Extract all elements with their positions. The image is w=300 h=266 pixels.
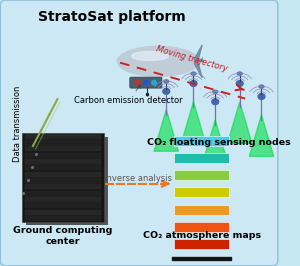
- FancyBboxPatch shape: [174, 170, 229, 180]
- Ellipse shape: [117, 46, 199, 76]
- FancyBboxPatch shape: [0, 0, 278, 266]
- Ellipse shape: [191, 72, 196, 75]
- FancyBboxPatch shape: [174, 205, 229, 215]
- FancyBboxPatch shape: [25, 210, 101, 215]
- FancyBboxPatch shape: [25, 184, 101, 189]
- Polygon shape: [227, 102, 252, 143]
- Polygon shape: [181, 102, 206, 143]
- Polygon shape: [194, 63, 202, 78]
- Ellipse shape: [152, 80, 156, 85]
- Text: Moving trajectory: Moving trajectory: [155, 44, 229, 73]
- FancyBboxPatch shape: [172, 257, 232, 261]
- FancyBboxPatch shape: [25, 134, 101, 139]
- Ellipse shape: [190, 81, 197, 86]
- FancyBboxPatch shape: [174, 136, 229, 146]
- Text: Data transmission: Data transmission: [14, 86, 22, 162]
- Polygon shape: [194, 59, 204, 61]
- FancyBboxPatch shape: [25, 172, 101, 177]
- Text: StratoSat platform: StratoSat platform: [38, 10, 186, 24]
- FancyBboxPatch shape: [25, 178, 101, 183]
- FancyBboxPatch shape: [25, 197, 101, 202]
- FancyBboxPatch shape: [25, 140, 101, 145]
- FancyBboxPatch shape: [25, 153, 101, 158]
- Polygon shape: [194, 45, 202, 60]
- Polygon shape: [203, 120, 227, 162]
- FancyBboxPatch shape: [26, 137, 108, 226]
- FancyBboxPatch shape: [25, 191, 101, 196]
- Polygon shape: [154, 110, 178, 151]
- FancyBboxPatch shape: [174, 239, 229, 249]
- FancyBboxPatch shape: [25, 147, 101, 151]
- Ellipse shape: [146, 93, 148, 96]
- Text: CO₂ floating sensing nodes: CO₂ floating sensing nodes: [147, 138, 291, 147]
- FancyBboxPatch shape: [25, 216, 101, 221]
- FancyBboxPatch shape: [174, 222, 229, 232]
- FancyBboxPatch shape: [174, 188, 229, 197]
- Ellipse shape: [132, 52, 168, 60]
- Text: Ground computing
center: Ground computing center: [13, 226, 113, 246]
- Text: CO₂ atmosphere maps: CO₂ atmosphere maps: [142, 231, 261, 240]
- Ellipse shape: [164, 80, 169, 83]
- Ellipse shape: [259, 85, 264, 88]
- Text: Inverse analysis: Inverse analysis: [104, 174, 172, 183]
- Ellipse shape: [236, 81, 243, 86]
- FancyBboxPatch shape: [22, 133, 104, 222]
- Ellipse shape: [163, 89, 170, 94]
- FancyBboxPatch shape: [25, 203, 101, 208]
- Ellipse shape: [237, 72, 242, 75]
- Ellipse shape: [213, 90, 218, 93]
- Ellipse shape: [258, 94, 265, 99]
- FancyBboxPatch shape: [130, 77, 162, 88]
- Ellipse shape: [212, 99, 219, 105]
- FancyBboxPatch shape: [25, 159, 101, 164]
- Ellipse shape: [144, 80, 148, 85]
- FancyBboxPatch shape: [174, 153, 229, 163]
- Text: Carbon emission detector: Carbon emission detector: [74, 85, 182, 105]
- Polygon shape: [249, 115, 274, 156]
- FancyBboxPatch shape: [25, 165, 101, 170]
- Ellipse shape: [136, 80, 140, 85]
